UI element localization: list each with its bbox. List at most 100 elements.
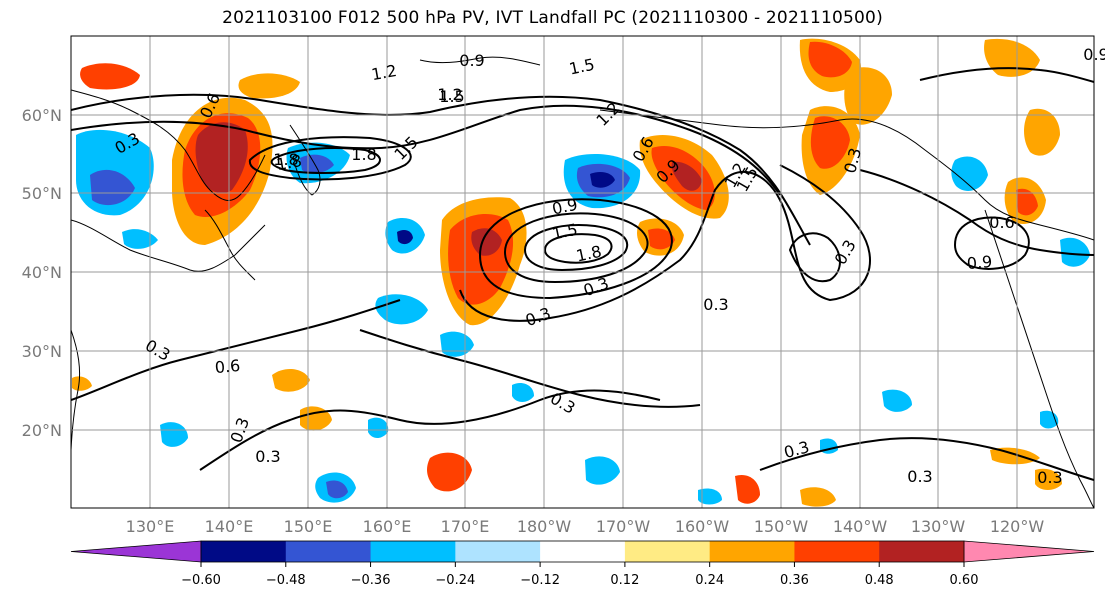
pv-anomaly-negative-s-2-core: [326, 480, 348, 499]
colorbar-bin: [879, 541, 965, 562]
pv-anomaly-negative-s-5: [585, 456, 620, 485]
coastline-north-islands: [419, 56, 541, 66]
pv-contour-kamchatka-ring-1: [248, 136, 412, 181]
colorbar-bin: [455, 541, 541, 562]
pv-contour-east-ring: [953, 216, 1030, 270]
contour-label: 1.8: [351, 145, 376, 164]
pv-anomaly-positive-gulf-south-core: [648, 228, 675, 250]
colorbar-frame: [200, 540, 965, 563]
pv-contour-trough-outer: [459, 164, 871, 322]
lon-label: 160°W: [675, 517, 730, 536]
pv-anomaly-positive-nw: [80, 63, 140, 90]
lat-label: 30°N: [22, 342, 62, 361]
map-title: 2021103100 F012 500 hPa PV, IVT Landfall…: [222, 8, 883, 28]
colorbar-bin: [624, 541, 711, 562]
pv-anomaly-strong-negative-dateline: [590, 172, 615, 188]
pv-anomaly-strong-japan: [195, 122, 248, 194]
pv-anomaly-positive-s-4: [735, 474, 760, 504]
contour-label: 0.9: [966, 252, 993, 273]
colorbar-extension-high: [963, 540, 1095, 563]
pv-anomaly-negative-ne-2: [1060, 237, 1090, 267]
colorbar-bin: [370, 541, 456, 562]
pv-contour-central-ring-4: [543, 233, 613, 264]
colorbar-bin: [540, 541, 626, 562]
lon-label: 140°E: [205, 517, 254, 536]
pv-anomaly-shading: [72, 38, 1090, 507]
pv-contour-jet-2: [71, 104, 781, 196]
lon-label: 150°W: [754, 517, 809, 536]
colorbar-bin: [285, 541, 372, 562]
lon-label: 120°W: [990, 517, 1045, 536]
pv-contour-central-ring-1: [478, 198, 673, 300]
pv-anomaly-positive-ne-3-core: [810, 116, 850, 169]
contour-label: 1.8: [273, 150, 298, 169]
colorbar-tick-label: −0.12: [520, 573, 560, 588]
contour-label: 0.3: [907, 467, 932, 486]
lat-label: 60°N: [22, 106, 62, 125]
colorbar-tick-label: −0.24: [435, 573, 475, 588]
contour-label: 0.6: [214, 356, 241, 377]
contour-label: 1.5: [567, 55, 596, 79]
map-gridlines: [71, 36, 1094, 508]
contour-label: 0.9: [1083, 45, 1105, 64]
pv-anomaly-negative-s-4: [512, 383, 534, 402]
pv-anomaly-positive-s-5: [800, 487, 836, 507]
colorbar-extension-low: [70, 540, 202, 563]
coastline-asia-east: [71, 219, 266, 272]
lat-label: 50°N: [22, 184, 62, 203]
pv-anomaly-negative-west-core: [90, 169, 135, 206]
contour-label: 1.5: [439, 87, 464, 106]
pv-contour-east-mid: [859, 169, 1094, 256]
pv-anomaly-negative-small-2-core: [397, 230, 413, 245]
contour-label: 0.9: [459, 51, 484, 70]
coastlines: [71, 56, 1094, 508]
pv-anomaly-negative-small-1: [122, 229, 158, 249]
pv-anomaly-negative-s-6: [698, 488, 722, 505]
contour-label: 0.3: [703, 295, 728, 314]
pv-contour-central-ring-3: [523, 224, 629, 272]
pv-anomaly-positive-s-1: [272, 368, 310, 392]
lon-label: 170°E: [441, 517, 490, 536]
pv-contour-kamchatka-ring-2: [270, 147, 381, 174]
pv-contour-central-ring-2: [503, 212, 649, 284]
contour-label: 0.3: [1037, 468, 1062, 487]
lon-label: 180°W: [517, 517, 572, 536]
pv-anomaly-negative-s-1: [160, 422, 188, 447]
pv-anomaly-positive-ne-6-core: [1016, 188, 1038, 216]
pv-anomaly-positive-ne-5: [1024, 108, 1060, 156]
colorbar-tick-label: 0.48: [865, 573, 894, 588]
colorbar-tick-label: 0.12: [610, 573, 639, 588]
colorbar: [70, 540, 1095, 563]
pv-anomaly-negative-ne-1: [951, 156, 988, 191]
lon-label: 140°W: [833, 517, 888, 536]
pv-contour-trough-inner: [788, 232, 841, 283]
pv-contour-south-3: [359, 329, 701, 408]
lon-label: 150°E: [284, 517, 333, 536]
contour-label: 0.6: [989, 213, 1014, 232]
pv-anomaly-negative-small-3: [375, 294, 428, 325]
lon-label: 130°E: [126, 517, 175, 536]
lat-label: 40°N: [22, 263, 62, 282]
colorbar-bin: [709, 541, 795, 562]
contour-label: 0.3: [255, 447, 280, 466]
colorbar-bin: [201, 541, 287, 562]
map-frame: [70, 35, 1095, 509]
contour-label: 1.5: [550, 220, 579, 244]
colorbar-bin: [794, 541, 880, 562]
colorbar-tick-label: 0.60: [950, 573, 979, 588]
pv-anomaly-negative-s-3: [368, 417, 389, 438]
pv-contour-south-east: [759, 437, 1094, 481]
lat-label-layer: 60°N 50°N 40°N 30°N 20°N: [22, 106, 62, 440]
pv-anomaly-negative-s-7: [882, 389, 912, 412]
colorbar-tick-label: −0.48: [266, 573, 306, 588]
pv-anomaly-positive-ne-2: [844, 67, 892, 125]
contour-label: 1.8: [275, 151, 303, 174]
pv-anomaly-strong-gulf: [671, 161, 702, 191]
pv-contour-jet-1: [71, 93, 811, 246]
pv-contour-east-north: [919, 67, 1094, 83]
colorbar-tick-label: −0.60: [181, 573, 221, 588]
contour-label: 1.8: [574, 242, 603, 266]
lat-label: 20°N: [22, 421, 62, 440]
lon-label: 170°W: [596, 517, 651, 536]
lon-label: 130°W: [911, 517, 966, 536]
